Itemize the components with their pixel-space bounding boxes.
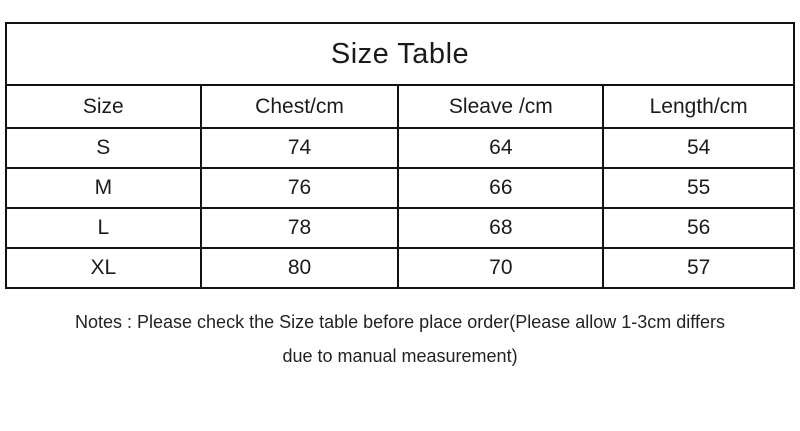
table-row-s: S 74 64 54 <box>5 127 795 169</box>
notes-line-1: Notes : Please check the Size table befo… <box>74 312 725 332</box>
cell-chest: 80 <box>199 247 400 289</box>
cell-sleave: 68 <box>397 207 605 249</box>
cell-length: 54 <box>602 127 795 169</box>
cell-size: L <box>5 207 202 249</box>
column-header-length: Length/cm <box>602 84 795 129</box>
cell-chest: 76 <box>199 167 400 209</box>
size-table-header-row: Size Chest/cm Sleave /cm Length/cm <box>5 84 795 129</box>
notes: Notes : Please check the Size table befo… <box>0 305 800 373</box>
table-row-xl: XL 80 70 57 <box>5 247 795 289</box>
notes-line-2: due to manual measurement) <box>282 346 518 366</box>
cell-chest: 78 <box>199 207 400 249</box>
table-row-m: M 76 66 55 <box>5 167 795 209</box>
table-row-l: L 78 68 56 <box>5 207 795 249</box>
cell-size: XL <box>5 247 202 289</box>
size-table-title: Size Table <box>5 22 795 86</box>
cell-length: 56 <box>602 207 795 249</box>
column-header-sleave: Sleave /cm <box>397 84 605 129</box>
cell-size: S <box>5 127 202 169</box>
column-header-chest: Chest/cm <box>199 84 400 129</box>
cell-sleave: 64 <box>397 127 605 169</box>
cell-sleave: 70 <box>397 247 605 289</box>
cell-size: M <box>5 167 202 209</box>
cell-length: 55 <box>602 167 795 209</box>
cell-sleave: 66 <box>397 167 605 209</box>
cell-length: 57 <box>602 247 795 289</box>
column-header-size: Size <box>5 84 202 129</box>
cell-chest: 74 <box>199 127 400 169</box>
size-table: Size Table Size Chest/cm Sleave /cm Leng… <box>5 22 795 289</box>
size-table-title-row: Size Table <box>5 22 795 86</box>
